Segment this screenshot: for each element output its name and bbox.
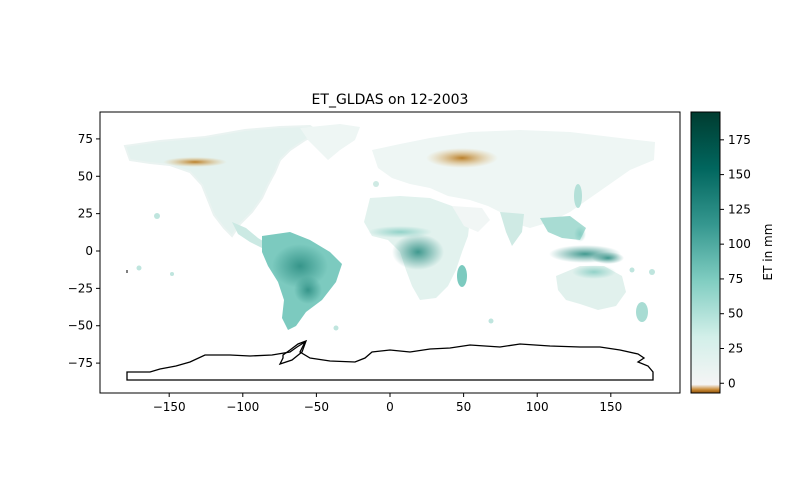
- x-tick-label: −100: [226, 400, 259, 414]
- northern-australia-et: [572, 265, 616, 279]
- x-tick-label: 0: [386, 400, 394, 414]
- colorbar-tick-label: 100: [728, 237, 751, 251]
- sahel-et-mid: [368, 226, 432, 238]
- colorbar-label: ET in mm: [761, 224, 775, 281]
- x-tick-label: 50: [456, 400, 471, 414]
- island-dot: [488, 318, 494, 324]
- y-tick-label: −25: [68, 281, 93, 295]
- colorbar-ticks: 0 25 50 75 100 125 150 175: [720, 133, 751, 390]
- y-tick-label: 0: [85, 244, 93, 258]
- colorbar-frame: [690, 111, 721, 394]
- island-dot: [136, 265, 142, 271]
- island-dot: [333, 325, 339, 331]
- philippines-et: [574, 226, 586, 242]
- x-axis-ticks: −150 −100 −50 0 50 100 150: [153, 393, 622, 414]
- north-america-landmass: [123, 124, 322, 238]
- y-tick-label: −50: [68, 319, 93, 333]
- antarctica-outline: [126, 340, 654, 381]
- madagascar-landmass: [457, 265, 467, 287]
- island-dot: [649, 269, 655, 275]
- india-landmass: [500, 212, 524, 246]
- chart-title: ET_GLDAS on 12-2003: [312, 92, 469, 108]
- new-zealand-landmass: [636, 302, 648, 322]
- colorbar-gradient: [691, 112, 720, 393]
- map-axes: −150 −100 −50 0 50 100 150 75 50 25 0 −25 −50 −75: [68, 111, 681, 414]
- island-dot: [373, 181, 379, 187]
- island-dot: [629, 267, 635, 273]
- colorbar-tick-label: 0: [728, 376, 736, 390]
- x-tick-label: 100: [526, 400, 549, 414]
- new-guinea-et-high: [592, 252, 624, 264]
- colorbar-tick-label: 150: [728, 168, 751, 182]
- colorbar-tick-label: 125: [728, 202, 751, 216]
- arabia-landmass: [452, 206, 490, 232]
- parana-et-high: [294, 276, 322, 304]
- x-tick-label: −50: [304, 400, 329, 414]
- central-america-landmass: [232, 222, 268, 248]
- antarctic-peninsula: [278, 339, 308, 366]
- x-tick-label: −150: [153, 400, 186, 414]
- land-et-field: [123, 124, 655, 381]
- siberia-negative-et: [426, 148, 498, 168]
- island-dot: [170, 272, 174, 276]
- y-tick-label: 50: [78, 169, 93, 183]
- y-tick-label: 25: [78, 207, 93, 221]
- hawaii-island: [154, 213, 160, 219]
- colorbar-tick-label: 50: [728, 307, 743, 321]
- colorbar-tick-label: 175: [728, 133, 751, 147]
- y-axis-ticks: 75 50 25 0 −25 −50 −75: [68, 132, 100, 370]
- colorbar-tick-label: 25: [728, 341, 743, 355]
- amazon-et-high: [272, 244, 328, 288]
- y-tick-label: 75: [78, 132, 93, 146]
- y-tick-label: −75: [68, 356, 93, 370]
- greenland-landmass: [300, 124, 360, 160]
- x-tick-label: 150: [599, 400, 622, 414]
- alaska-negative-et: [163, 157, 227, 167]
- japan-landmass: [574, 184, 582, 208]
- colorbar-tick-label: 75: [728, 272, 743, 286]
- colorbar: 0 25 50 75 100 125 150 175 ET in mm: [690, 111, 775, 394]
- congo-et-high: [392, 234, 444, 270]
